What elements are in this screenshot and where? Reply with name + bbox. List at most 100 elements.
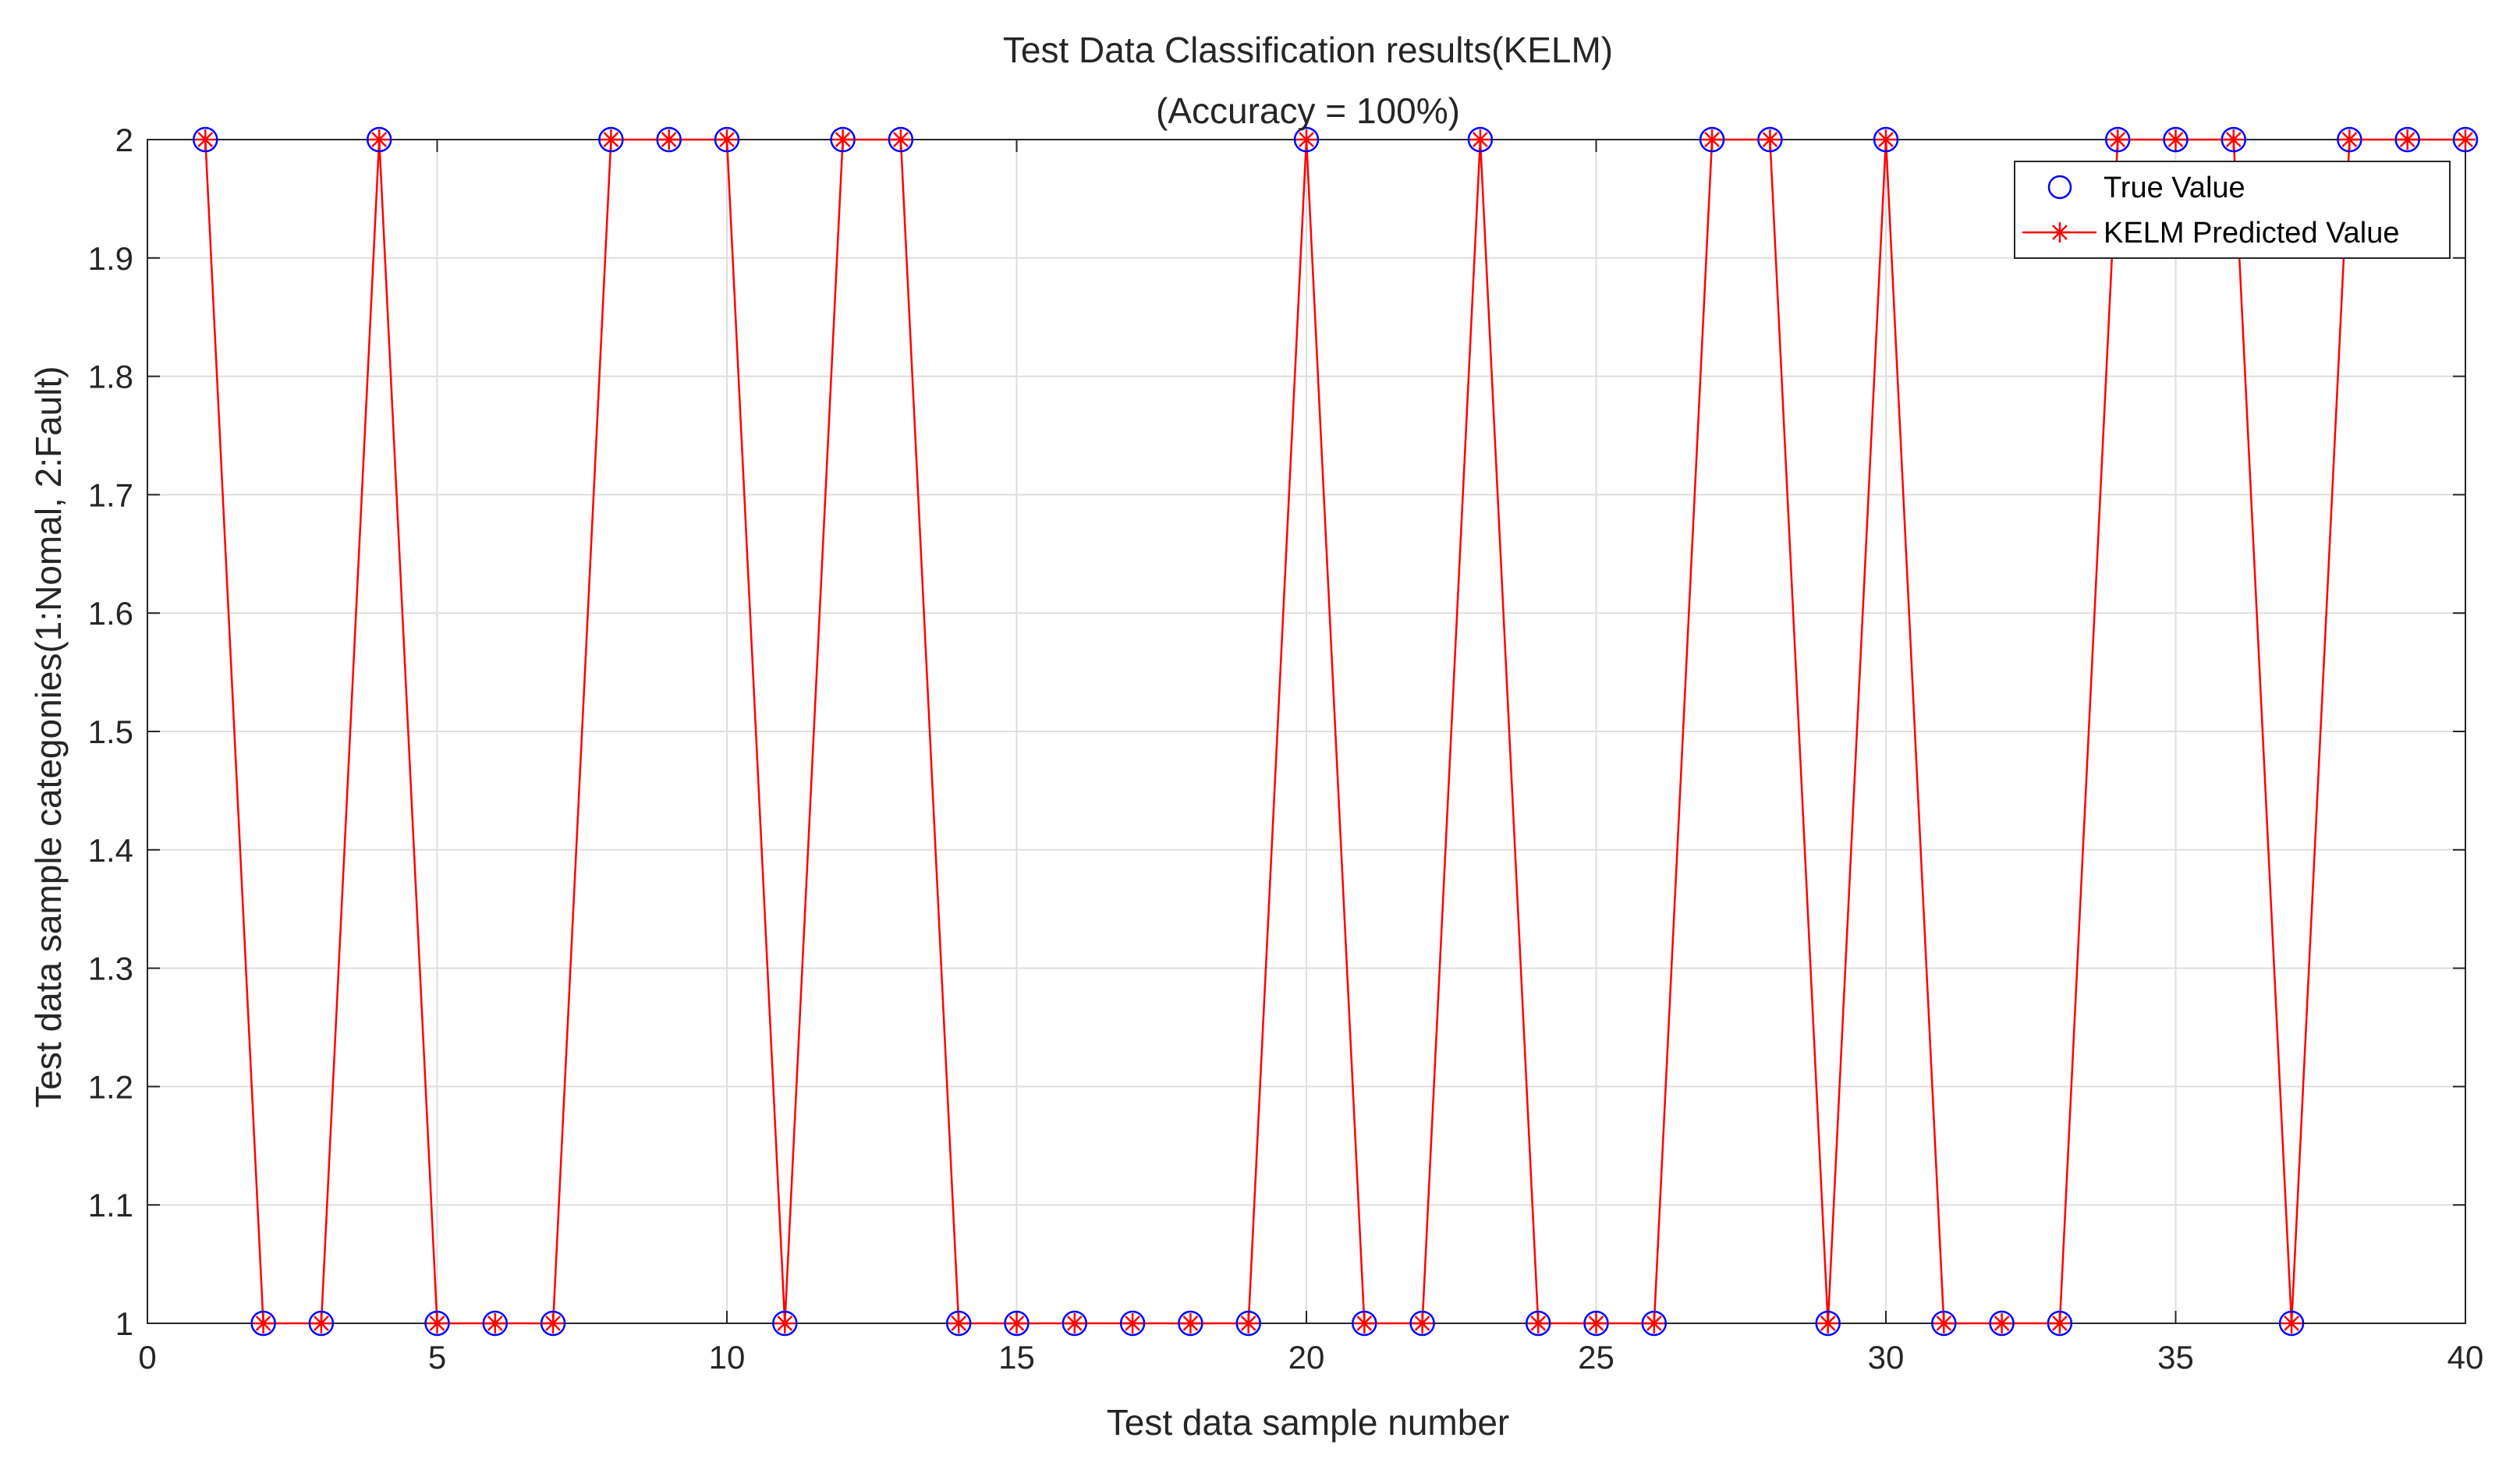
- circle-marker-icon: [2047, 175, 2072, 200]
- x-axis-label: Test data sample number: [1107, 1402, 1510, 1443]
- x-tick-label: 15: [998, 1339, 1035, 1376]
- true-value-point: [308, 1310, 335, 1337]
- true-value-point: [2104, 126, 2131, 153]
- predicted-value-point: [717, 129, 737, 150]
- true-value-point: [598, 126, 624, 153]
- predicted-value-point: [1238, 1313, 1259, 1333]
- predicted-value-point: [195, 129, 216, 150]
- predicted-value-point: [1528, 1313, 1549, 1333]
- predicted-value-point: [1702, 129, 1723, 150]
- true-value-point: [1409, 1310, 1435, 1337]
- x-tick-label: 25: [1578, 1339, 1614, 1376]
- grid: [147, 139, 2466, 1324]
- y-tick-label: 1.9: [88, 240, 133, 277]
- legend-box: [2014, 161, 2451, 259]
- true-value-point: [250, 1310, 276, 1337]
- x-tick-label: 10: [709, 1339, 746, 1376]
- predicted-value-point: [1817, 1313, 1838, 1333]
- true-value-point: [2047, 1310, 2073, 1337]
- legend-label-true-value: True Value: [2104, 172, 2245, 204]
- predicted-value-point: [2049, 1313, 2070, 1333]
- true-value-point: [2163, 126, 2189, 153]
- true-value-point: [1757, 126, 1783, 153]
- predicted-value-point: [890, 129, 911, 150]
- predicted-value-point: [948, 1313, 969, 1333]
- true-value-point: [1931, 1310, 1957, 1337]
- x-tick-label: 35: [2157, 1339, 2194, 1376]
- series: [193, 126, 2479, 1337]
- true-value-point: [1873, 126, 1899, 153]
- true-value-point: [2221, 126, 2247, 153]
- true-value-point: [1641, 1310, 1668, 1337]
- predicted-value-point: [253, 1313, 274, 1333]
- true-value-point: [714, 126, 740, 153]
- predicted-value-point: [1991, 1313, 2012, 1333]
- true-value-point: [1178, 1310, 1203, 1337]
- predicted-value-point: [310, 1313, 331, 1333]
- predicted-value-point: [1412, 1313, 1433, 1333]
- true-value-point: [2278, 1310, 2305, 1337]
- predicted-value-point: [832, 129, 853, 150]
- ticks: 0 5 10 15 20 25 30 35 40 1 1.1 1.2 1.3 1.4 1.5 1.6 1.7 1.…: [88, 122, 2484, 1376]
- predicted-value-point: [1876, 129, 1896, 150]
- y-tick-label: 1.1: [88, 1187, 133, 1224]
- predicted-value-line: [204, 138, 2465, 1325]
- true-value-point: [2394, 126, 2420, 153]
- predicted-value-point: [484, 1313, 505, 1333]
- predicted-value-point: [1296, 129, 1317, 150]
- x-tick-label: 0: [138, 1339, 156, 1376]
- predicted-value-point: [1643, 1313, 1664, 1333]
- true-value-point: [2337, 126, 2362, 153]
- predicted-value-point: [1180, 1313, 1201, 1333]
- x-tick-label: 30: [1868, 1339, 1905, 1376]
- predicted-value-point: [2107, 129, 2128, 150]
- predicted-value-point: [2281, 1313, 2302, 1333]
- legend-item-kelm-predicted: KELM Predicted Value: [2022, 217, 2400, 250]
- predicted-value-point: [2455, 129, 2476, 150]
- true-value-point: [888, 126, 914, 153]
- true-value-point: [1525, 1310, 1551, 1337]
- predicted-value-point: [427, 1313, 448, 1333]
- predicted-value-point: [1933, 1313, 1955, 1333]
- true-value-point: [2452, 126, 2479, 153]
- predicted-value-point: [1586, 1313, 1607, 1333]
- y-tick-label: 2: [115, 122, 133, 158]
- true-value-point: [945, 1310, 972, 1337]
- predicted-value-point: [543, 1313, 564, 1333]
- y-tick-label: 1.4: [88, 832, 133, 869]
- y-tick-label: 1.8: [88, 359, 133, 395]
- true-value-point: [424, 1310, 450, 1337]
- predicted-value-point: [1469, 129, 1490, 150]
- true-value-point: [830, 126, 856, 153]
- true-value-point: [656, 126, 682, 153]
- predicted-value-point: [2397, 129, 2418, 150]
- predicted-value-point: [1122, 1313, 1143, 1333]
- true-value-point: [482, 1310, 509, 1337]
- true-value-point: [1352, 1310, 1377, 1337]
- true-value-point: [1235, 1310, 1261, 1337]
- true-value-point: [1699, 126, 1725, 153]
- true-value-point: [1119, 1310, 1146, 1337]
- x-tick-label: 40: [2447, 1339, 2484, 1376]
- true-value-point: [193, 126, 218, 153]
- x-tick-label: 20: [1288, 1339, 1325, 1376]
- predicted-value-point: [1760, 129, 1781, 150]
- predicted-value-point: [2223, 129, 2244, 150]
- true-value-point: [1467, 126, 1494, 153]
- chart-subtitle: (Accuracy = 100%): [1156, 90, 1460, 131]
- predicted-value-point: [2165, 129, 2186, 150]
- predicted-value-point: [1006, 1313, 1027, 1333]
- predicted-value-point: [774, 1313, 796, 1333]
- true-value-point: [1583, 1310, 1609, 1337]
- asterisk-marker-icon: [2050, 222, 2070, 243]
- chart-title: Test Data Classification results(KELM): [1003, 30, 1613, 70]
- predicted-value-point: [369, 129, 390, 150]
- legend-label-kelm-predicted: KELM Predicted Value: [2104, 217, 2400, 250]
- predicted-value-point: [658, 129, 679, 150]
- true-value-point: [772, 1310, 798, 1337]
- y-tick-label: 1.3: [88, 951, 133, 987]
- true-value-point: [1989, 1310, 2015, 1337]
- y-tick-label: 1.5: [88, 714, 133, 750]
